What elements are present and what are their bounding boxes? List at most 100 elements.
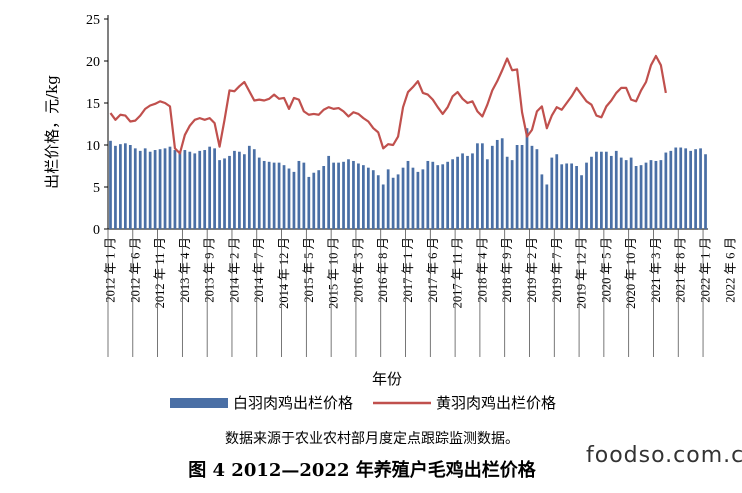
- bar: [664, 152, 668, 229]
- bar: [595, 151, 598, 229]
- y-tick-label: 10: [86, 139, 100, 154]
- x-tick-label: 2019 年 12 月: [575, 237, 589, 309]
- bar: [649, 160, 653, 229]
- x-axis-label: 年份: [372, 370, 402, 388]
- bar: [411, 167, 415, 229]
- bar: [277, 162, 281, 229]
- bar: [272, 162, 276, 229]
- x-tick-label: 2012 年 11 月: [153, 237, 167, 308]
- bar: [416, 171, 420, 229]
- bar: [158, 149, 162, 229]
- bar: [327, 155, 331, 229]
- bar: [520, 145, 524, 229]
- bar: [550, 157, 554, 229]
- bar: [495, 139, 499, 229]
- bar: [624, 160, 628, 229]
- bar: [639, 165, 643, 229]
- x-ticks: 2012 年 1 月 2012 年 6 月 2012 年 11 月 2013 年 4 …: [103, 237, 737, 309]
- x-tick-label: 2021 年 3 月: [649, 237, 663, 303]
- x-tick-label: 2019 年 2 月: [525, 237, 539, 303]
- bar: [153, 150, 157, 229]
- x-tick-label: 2018 年 9 月: [500, 237, 514, 303]
- y-axis-label: 出栏价格，元/kg: [43, 75, 61, 189]
- bar: [143, 148, 147, 229]
- bar: [694, 149, 697, 229]
- bar: [426, 160, 430, 229]
- bar: [228, 155, 231, 229]
- bar: [540, 174, 544, 229]
- bar: [515, 145, 519, 229]
- bar: [446, 161, 450, 229]
- bar: [233, 150, 236, 229]
- bar: [257, 157, 261, 229]
- legend: 白羽肉鸡出栏价格 黄羽肉鸡出栏价格: [170, 394, 556, 412]
- x-tick-label: 2013 年 4 月: [178, 237, 192, 303]
- x-tick-label: 2015 年 5 月: [302, 237, 316, 303]
- bar: [317, 170, 321, 229]
- bar: [436, 165, 440, 229]
- bar: [109, 140, 112, 229]
- bar: [267, 161, 271, 229]
- legend-swatch-bar: [170, 398, 228, 408]
- bar: [704, 154, 707, 229]
- bar: [510, 160, 514, 229]
- bar: [238, 151, 241, 229]
- bar: [119, 144, 122, 229]
- x-tick-label: 2015 年 10 月: [327, 237, 341, 309]
- bar: [431, 161, 435, 229]
- x-tick-label: 2022 年 6 月: [723, 237, 737, 303]
- x-tick-label: 2017 年 1 月: [401, 237, 415, 303]
- x-tick-label: 2018 年 4 月: [475, 237, 489, 303]
- x-tick-label: 2020 年 5 月: [599, 237, 613, 303]
- bar: [585, 162, 588, 229]
- bar: [163, 148, 167, 229]
- bar: [535, 149, 539, 229]
- bar: [386, 169, 390, 229]
- source-note: 数据来源于农业农村部月度定点跟踪监测数据。: [225, 431, 519, 447]
- bar: [401, 167, 405, 229]
- bar: [223, 158, 226, 229]
- bar: [466, 155, 469, 229]
- bar: [297, 160, 301, 229]
- bar: [381, 184, 385, 229]
- x-tick-label: 2021 年 8 月: [674, 237, 688, 303]
- bar: [471, 153, 474, 229]
- x-tick-label: 2019 年 7 月: [550, 237, 564, 303]
- bar: [614, 150, 618, 229]
- x-category-separators: [107, 229, 704, 357]
- bar: [128, 145, 132, 229]
- bar: [352, 160, 355, 229]
- bar: [699, 148, 702, 229]
- bar: [168, 146, 172, 229]
- bar: [505, 156, 509, 229]
- bar: [525, 128, 529, 229]
- bar: [485, 159, 489, 229]
- bar: [173, 150, 177, 229]
- bar: [659, 160, 663, 229]
- x-tick-label: 2013 年 9 月: [203, 237, 217, 303]
- bar: [555, 154, 559, 229]
- bar: [193, 153, 197, 229]
- bar: [481, 143, 484, 229]
- bar: [461, 153, 464, 229]
- bar: [183, 150, 187, 229]
- bar: [560, 164, 564, 229]
- bar: [654, 160, 658, 229]
- x-tick-label: 2014 年 7 月: [252, 237, 266, 303]
- bar: [148, 151, 152, 229]
- bar: [362, 165, 365, 229]
- y-tick-label: 0: [93, 223, 100, 238]
- bar: [609, 155, 613, 229]
- bar: [421, 169, 425, 229]
- bar: [213, 148, 216, 229]
- bar: [391, 177, 395, 229]
- bar: [337, 162, 340, 229]
- y-tick-label: 20: [86, 55, 100, 70]
- watermark: foodso.com.cn: [586, 443, 742, 468]
- bar: [629, 157, 633, 229]
- bar: [252, 149, 256, 229]
- bar: [114, 145, 117, 229]
- bar: [604, 151, 608, 229]
- bar: [545, 184, 549, 229]
